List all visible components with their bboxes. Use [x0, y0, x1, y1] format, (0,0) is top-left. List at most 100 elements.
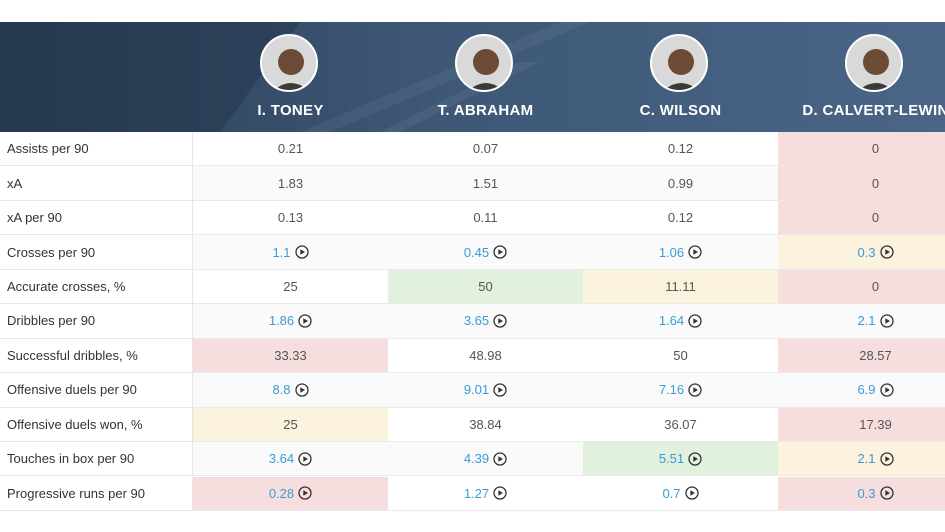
play-icon	[294, 383, 309, 397]
cell-value: 0.21	[277, 141, 304, 157]
cell-value: 50	[478, 279, 493, 295]
cell-value: 0.12	[667, 141, 694, 157]
value-cell[interactable]: 0.3	[778, 235, 945, 270]
cell-value[interactable]: 8.8	[272, 382, 291, 398]
cell-value: 33.33	[274, 347, 307, 363]
play-icon	[493, 245, 507, 259]
play-icon	[298, 314, 312, 328]
cell-value: 0.12	[667, 210, 694, 226]
play-icon	[493, 486, 507, 500]
value-cell[interactable]: 1.64	[583, 304, 778, 339]
cell-value[interactable]: 7.16	[658, 382, 685, 398]
value-cell[interactable]: 9.01	[388, 373, 583, 408]
cell-value: 11.11	[665, 279, 696, 295]
value-cell[interactable]: 3.65	[388, 304, 583, 339]
header: I. TONEY T. ABRAHAM C. WILSON D. CALVERT-LE…	[0, 22, 945, 132]
value-cell[interactable]: 8.8	[193, 373, 388, 408]
row-label: Dribbles per 90	[0, 304, 193, 339]
value-cell[interactable]: 7.16	[583, 373, 778, 408]
cell-value: 0.13	[277, 210, 304, 226]
value-cell[interactable]: 1.06	[583, 235, 778, 270]
cell-value[interactable]: 1.1	[272, 244, 291, 260]
value-cell[interactable]: 0.3	[778, 476, 945, 511]
row-label: Crosses per 90	[0, 235, 193, 270]
cell-value: 1.51	[472, 175, 499, 191]
value-cell[interactable]: 1.86	[193, 304, 388, 339]
value-cell: 0	[778, 200, 945, 236]
value-cell: 0	[778, 132, 945, 167]
value-cell[interactable]: 2.1	[778, 304, 945, 339]
value-cell[interactable]: 0.45	[388, 235, 583, 270]
cell-value[interactable]: 1.86	[268, 313, 295, 329]
value-cell: 0.07	[388, 132, 583, 167]
value-cell: 36.07	[583, 407, 778, 443]
value-cell: 48.98	[388, 338, 583, 374]
cell-value[interactable]: 4.39	[463, 451, 490, 467]
value-cell: 0	[778, 166, 945, 201]
player-name: T. ABRAHAM	[437, 102, 534, 119]
row-label: xA per 90	[0, 200, 193, 236]
value-cell[interactable]: 3.64	[193, 442, 388, 477]
value-cell[interactable]: 2.1	[778, 442, 945, 477]
cell-value: 0	[871, 141, 880, 157]
cell-value[interactable]: 0.3	[857, 244, 876, 260]
cell-value[interactable]: 5.51	[658, 451, 685, 467]
play-icon	[688, 245, 702, 259]
value-cell: 11.11	[583, 269, 778, 305]
cell-value[interactable]: 1.06	[658, 244, 685, 260]
play-icon	[294, 245, 309, 259]
header-decoration	[0, 22, 590, 132]
value-cell: 0.13	[193, 200, 388, 236]
value-cell: 0.21	[193, 132, 388, 167]
cell-value[interactable]: 0.45	[463, 244, 490, 260]
row-label: xA	[0, 166, 193, 201]
cell-value: 0	[871, 210, 880, 226]
cell-value[interactable]: 0.28	[268, 485, 295, 501]
row-label: Assists per 90	[0, 132, 193, 167]
value-cell[interactable]: 4.39	[388, 442, 583, 477]
row-label: Successful dribbles, %	[0, 338, 193, 374]
value-cell: 28.57	[778, 338, 945, 374]
row-label: Progressive runs per 90	[0, 476, 193, 511]
player-photo	[259, 34, 318, 92]
cell-value: 0.07	[472, 141, 499, 157]
player-photo	[454, 34, 513, 92]
value-cell[interactable]: 1.27	[388, 476, 583, 511]
cell-value: 28.57	[859, 347, 892, 363]
value-cell[interactable]: 1.1	[193, 235, 388, 270]
cell-value: 25	[283, 416, 298, 432]
play-icon	[879, 486, 894, 500]
cell-value: 0	[871, 175, 880, 191]
value-cell: 38.84	[388, 407, 583, 443]
cell-value[interactable]: 0.3	[857, 485, 876, 501]
cell-value[interactable]: 6.9	[857, 382, 876, 398]
value-cell[interactable]: 5.51	[583, 442, 778, 477]
value-cell[interactable]: 0.28	[193, 476, 388, 511]
value-cell: 0.99	[583, 166, 778, 201]
player-photo	[844, 34, 903, 92]
play-icon	[493, 383, 507, 397]
player-avatar	[273, 49, 308, 90]
cell-value[interactable]: 0.7	[662, 485, 681, 501]
play-icon	[298, 486, 312, 500]
play-icon	[298, 452, 312, 466]
play-icon	[879, 245, 894, 259]
cell-value[interactable]: 1.27	[463, 485, 490, 501]
player-avatar	[663, 49, 698, 90]
cell-value: 0.11	[473, 210, 498, 226]
value-cell[interactable]: 0.7	[583, 476, 778, 511]
play-icon	[879, 452, 894, 466]
play-icon	[684, 486, 699, 500]
value-cell[interactable]: 6.9	[778, 373, 945, 408]
play-icon	[493, 314, 507, 328]
row-label: Accurate crosses, %	[0, 269, 193, 305]
row-label: Offensive duels won, %	[0, 407, 193, 443]
cell-value[interactable]: 2.1	[857, 313, 876, 329]
cell-value[interactable]: 9.01	[463, 382, 490, 398]
cell-value[interactable]: 3.64	[268, 451, 295, 467]
cell-value[interactable]: 1.64	[658, 313, 685, 329]
value-cell: 0.11	[388, 200, 583, 236]
player-avatar	[468, 49, 503, 90]
cell-value[interactable]: 2.1	[857, 451, 876, 467]
cell-value[interactable]: 3.65	[463, 313, 490, 329]
